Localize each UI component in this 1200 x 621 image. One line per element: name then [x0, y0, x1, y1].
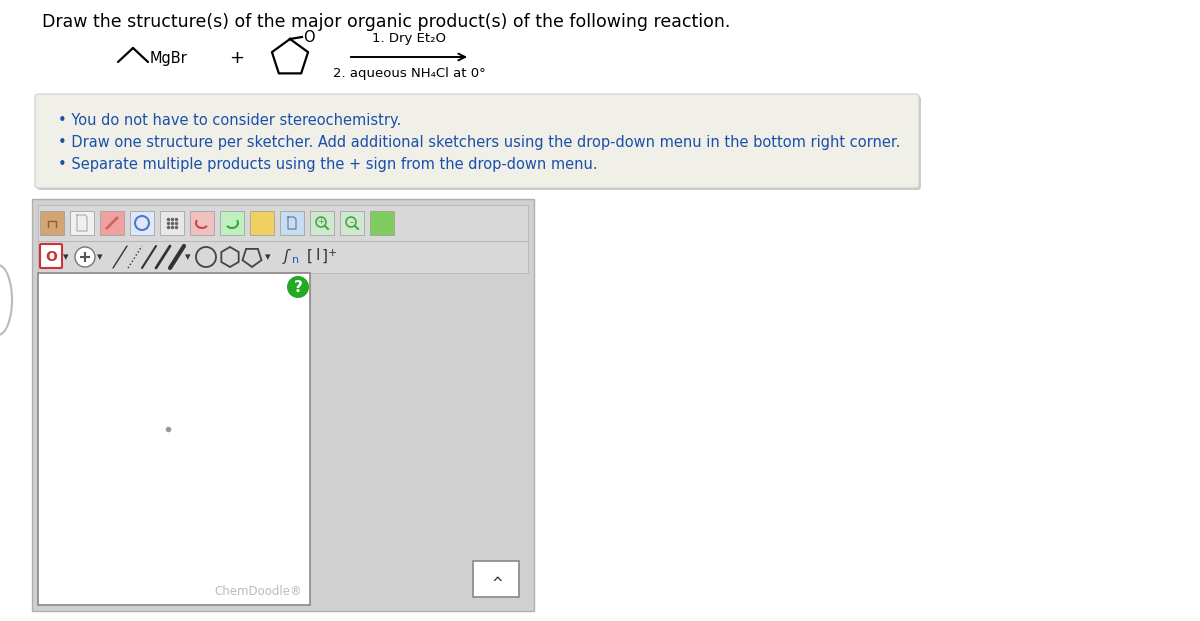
Text: ▾: ▾	[185, 252, 191, 262]
Text: +: +	[328, 248, 337, 258]
Text: O: O	[302, 30, 314, 45]
Bar	[370, 211, 394, 235]
Text: ʃ: ʃ	[283, 248, 288, 263]
Text: ▾: ▾	[97, 252, 103, 262]
Bar	[340, 211, 364, 235]
Text: 1. Dry Et₂O: 1. Dry Et₂O	[372, 32, 446, 45]
Text: I: I	[316, 248, 320, 263]
Text: n: n	[293, 255, 300, 265]
Bar	[32, 199, 534, 611]
Text: -: -	[349, 217, 353, 227]
Text: O: O	[46, 250, 56, 264]
Text: ]: ]	[322, 248, 328, 263]
Bar	[70, 211, 94, 235]
FancyBboxPatch shape	[37, 96, 922, 190]
FancyBboxPatch shape	[473, 561, 520, 597]
Text: 2. aqueous NH₄Cl at 0°: 2. aqueous NH₄Cl at 0°	[332, 67, 485, 80]
Text: • You do not have to consider stereochemistry.: • You do not have to consider stereochem…	[58, 113, 401, 128]
Bar	[220, 211, 244, 235]
Circle shape	[74, 247, 95, 267]
Bar	[280, 211, 304, 235]
FancyBboxPatch shape	[35, 94, 919, 188]
Bar	[38, 273, 310, 605]
Text: +: +	[229, 49, 245, 67]
Bar	[310, 211, 334, 235]
Text: +: +	[318, 217, 324, 227]
Text: ?: ?	[294, 279, 302, 294]
Text: [: [	[307, 248, 313, 263]
Text: ▾: ▾	[265, 252, 271, 262]
Bar	[190, 211, 214, 235]
Bar	[100, 211, 124, 235]
FancyBboxPatch shape	[40, 244, 62, 268]
Text: • Draw one structure per sketcher. Add additional sketchers using the drop-down : • Draw one structure per sketcher. Add a…	[58, 135, 900, 150]
Circle shape	[287, 276, 310, 298]
Text: Draw the structure(s) of the major organic product(s) of the following reaction.: Draw the structure(s) of the major organ…	[42, 13, 731, 31]
Text: MgBr: MgBr	[150, 50, 187, 65]
Bar	[38, 205, 528, 241]
Text: • Separate multiple products using the + sign from the drop-down menu.: • Separate multiple products using the +…	[58, 157, 598, 172]
Text: ▾: ▾	[64, 252, 68, 262]
Bar	[130, 211, 154, 235]
Bar	[38, 241, 528, 273]
Bar	[250, 211, 274, 235]
Bar	[160, 211, 184, 235]
Text: ‹: ‹	[486, 575, 505, 583]
Bar	[40, 211, 64, 235]
Text: ChemDoodle®: ChemDoodle®	[215, 585, 302, 598]
